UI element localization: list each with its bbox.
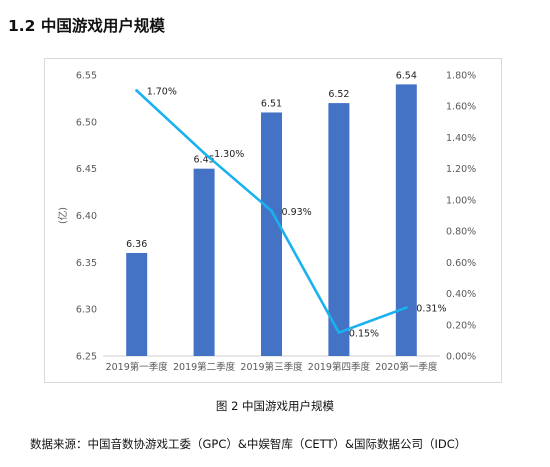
bar-value-label: 6.51	[261, 98, 282, 109]
growth-rate-label: 0.93%	[282, 207, 312, 218]
y-tick-label: 6.35	[76, 258, 97, 269]
growth-rate-point	[270, 209, 273, 213]
bar-value-label: 6.52	[328, 89, 349, 100]
y2-tick-label: 1.40%	[446, 133, 476, 144]
y-tick-label: 6.45	[76, 164, 97, 175]
user-scale-chart: 6.256.306.356.406.456.506.550.00%0.20%0.…	[57, 70, 476, 373]
y-tick-label: 6.50	[76, 117, 97, 128]
bar-value-label: 6.45	[194, 155, 215, 166]
figure-caption: 图 2 中国游戏用户规模	[215, 399, 335, 413]
bar	[328, 103, 350, 356]
bar-value-label: 6.54	[396, 70, 417, 81]
y-tick-label: 6.55	[76, 71, 97, 82]
y-tick-label: 6.25	[76, 352, 97, 363]
growth-rate-label: 1.70%	[147, 87, 177, 98]
growth-rate-point	[135, 89, 139, 93]
x-tick-label: 2019第二季度	[173, 361, 236, 373]
growth-rate-label: 0.15%	[349, 329, 379, 340]
bar-value-label: 6.36	[126, 239, 147, 250]
x-tick-label: 2019第一季度	[106, 361, 169, 373]
bar	[193, 168, 215, 356]
growth-rate-point	[202, 151, 206, 155]
x-tick-label: 2020第一季度	[375, 361, 438, 373]
bar	[261, 112, 282, 356]
y2-tick-label: 1.60%	[446, 102, 476, 113]
y2-tick-label: 1.20%	[446, 164, 476, 175]
growth-rate-point	[404, 306, 408, 310]
y2-tick-label: 0.80%	[446, 227, 476, 238]
growth-rate-point	[337, 331, 341, 335]
growth-rate-label: 0.31%	[416, 304, 446, 315]
y2-tick-label: 0.60%	[446, 258, 476, 269]
data-source-note: 数据来源：中国音数协游戏工委（GPC）&中娱智库（CETT）&国际数据公司（ID…	[30, 437, 467, 451]
x-tick-label: 2019第三季度	[240, 361, 303, 373]
chart-frame	[44, 58, 502, 383]
section-heading: 1.2 中国游戏用户规模	[8, 17, 165, 35]
y-tick-label: 6.40	[76, 211, 97, 222]
y2-tick-label: 1.00%	[446, 195, 476, 206]
x-tick-label: 2019第四季度	[308, 361, 371, 373]
growth-rate-label: 1.30%	[214, 149, 244, 160]
y2-tick-label: 0.20%	[446, 320, 476, 331]
bar	[395, 84, 417, 356]
y2-tick-label: 0.00%	[446, 352, 476, 363]
bar	[126, 252, 148, 356]
y-axis-title: (亿)	[57, 207, 69, 224]
y2-tick-label: 1.80%	[446, 71, 476, 82]
y-tick-label: 6.30	[76, 305, 97, 316]
y2-tick-label: 0.40%	[446, 289, 476, 300]
